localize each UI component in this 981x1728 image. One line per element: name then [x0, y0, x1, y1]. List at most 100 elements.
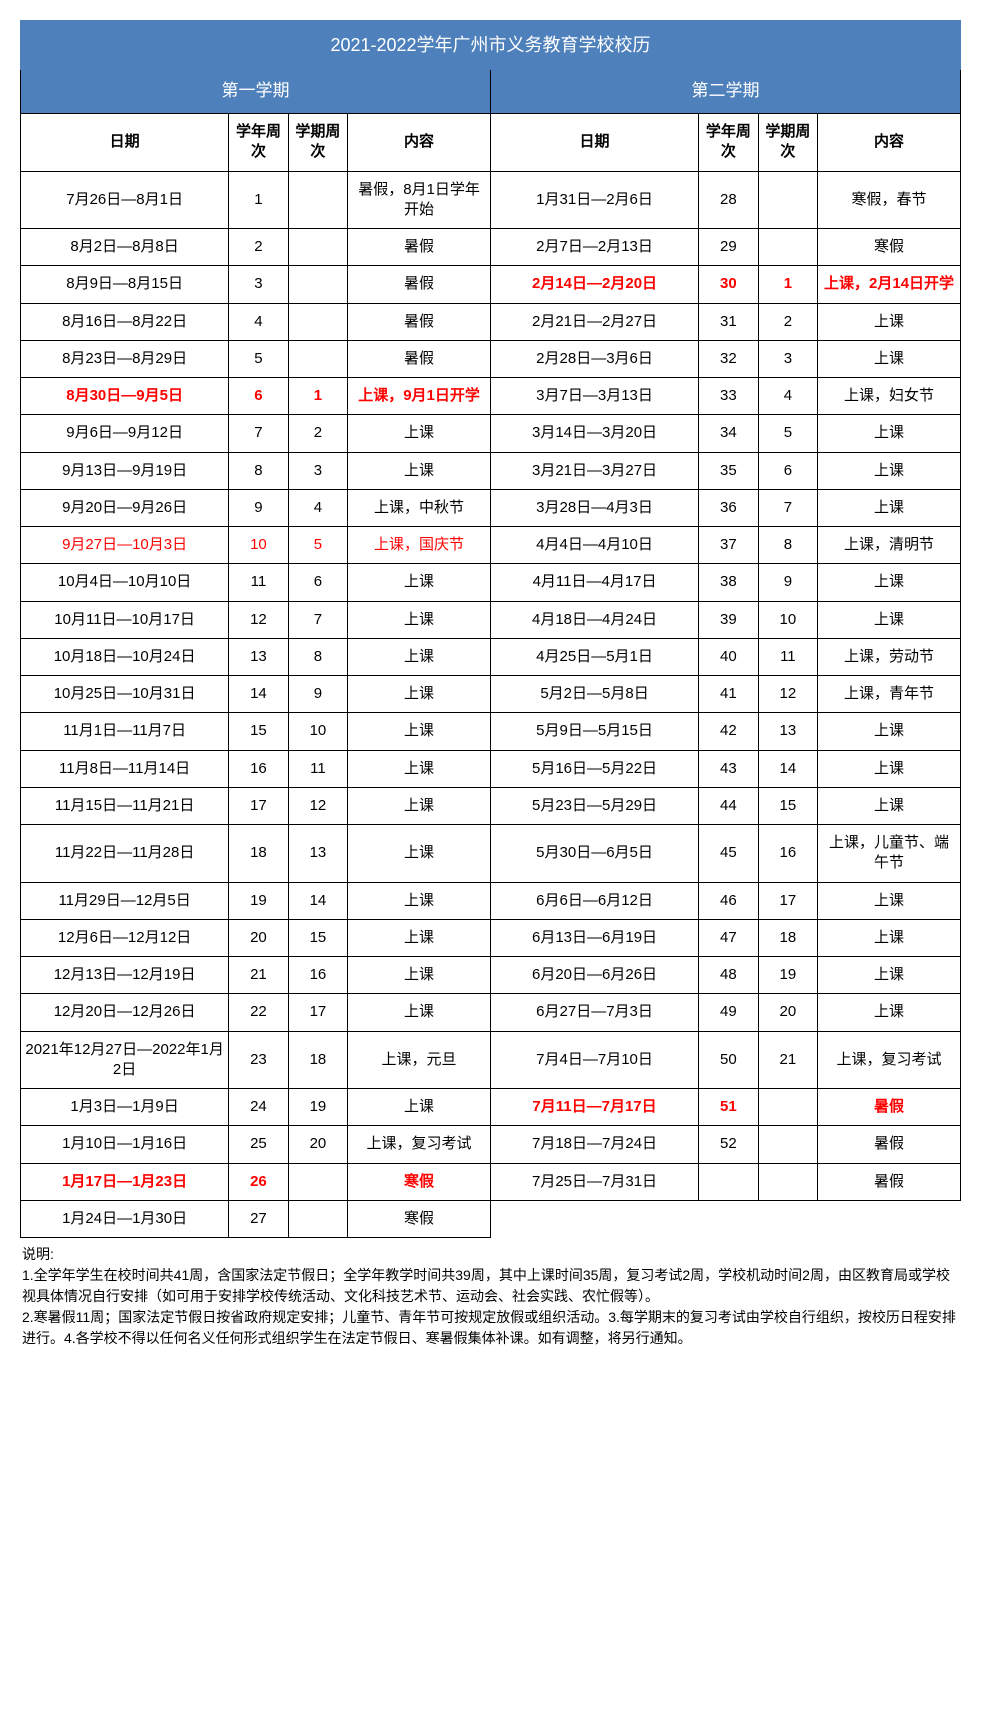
content-cell: 上课 [348, 787, 491, 824]
date-cell: 3月21日—3月27日 [490, 452, 698, 489]
content-cell: 寒假 [348, 1163, 491, 1200]
content-cell: 上课 [818, 787, 961, 824]
year-week-cell: 18 [229, 825, 288, 883]
content-cell: 暑假 [818, 1163, 961, 1200]
sem-week-cell: 20 [758, 994, 817, 1031]
year-week-cell: 32 [699, 340, 758, 377]
content-cell: 上课 [818, 303, 961, 340]
year-week-cell: 2 [229, 229, 288, 266]
year-week-cell: 24 [229, 1089, 288, 1126]
content-cell: 上课 [818, 601, 961, 638]
sem-week-cell: 12 [758, 676, 817, 713]
sem-week-cell: 6 [758, 452, 817, 489]
content-cell: 寒假 [348, 1200, 491, 1237]
content-cell: 寒假，春节 [818, 171, 961, 229]
date-cell: 11月1日—11月7日 [21, 713, 229, 750]
content-cell: 上课 [348, 882, 491, 919]
date-cell: 9月13日—9月19日 [21, 452, 229, 489]
content-cell: 上课，复习考试 [818, 1031, 961, 1089]
semester-1-header: 第一学期 [21, 70, 491, 114]
content-cell: 上课 [818, 919, 961, 956]
year-week-cell: 21 [229, 957, 288, 994]
year-week-cell: 15 [229, 713, 288, 750]
table-row: 9月27日—10月3日105上课，国庆节4月4日—4月10日378上课，清明节 [21, 527, 961, 564]
content-cell: 上课，9月1日开学 [348, 378, 491, 415]
year-week-cell: 23 [229, 1031, 288, 1089]
sem-week-cell [758, 1126, 817, 1163]
date-cell: 1月10日—1月16日 [21, 1126, 229, 1163]
year-week-cell: 1 [229, 171, 288, 229]
year-week-cell: 16 [229, 750, 288, 787]
sem-week-cell: 16 [288, 957, 347, 994]
date-cell: 5月9日—5月15日 [490, 713, 698, 750]
sem-week-cell: 11 [758, 638, 817, 675]
sem-week-cell: 16 [758, 825, 817, 883]
date-cell: 5月2日—5月8日 [490, 676, 698, 713]
col-date-1: 日期 [21, 114, 229, 172]
col-date-2: 日期 [490, 114, 698, 172]
sem-week-cell [288, 266, 347, 303]
year-week-cell: 48 [699, 957, 758, 994]
date-cell: 8月30日—9月5日 [21, 378, 229, 415]
date-cell: 8月23日—8月29日 [21, 340, 229, 377]
sem-week-cell [758, 229, 817, 266]
table-row: 10月25日—10月31日149上课5月2日—5月8日4112上课，青年节 [21, 676, 961, 713]
sem-week-cell: 15 [288, 919, 347, 956]
year-week-cell: 43 [699, 750, 758, 787]
sem-week-cell: 8 [758, 527, 817, 564]
sem-week-cell: 9 [758, 564, 817, 601]
year-week-cell: 25 [229, 1126, 288, 1163]
date-cell: 9月6日—9月12日 [21, 415, 229, 452]
table-row: 9月13日—9月19日83上课3月21日—3月27日356上课 [21, 452, 961, 489]
table-row: 11月1日—11月7日1510上课5月9日—5月15日4213上课 [21, 713, 961, 750]
empty-cell [758, 1200, 817, 1237]
sem-week-cell [288, 1163, 347, 1200]
sem-week-cell: 2 [288, 415, 347, 452]
date-cell: 11月22日—11月28日 [21, 825, 229, 883]
table-row: 1月3日—1月9日2419上课7月11日—7月17日51暑假 [21, 1089, 961, 1126]
date-cell: 7月26日—8月1日 [21, 171, 229, 229]
sem-week-cell: 3 [758, 340, 817, 377]
year-week-cell: 30 [699, 266, 758, 303]
year-week-cell: 51 [699, 1089, 758, 1126]
content-cell: 上课 [348, 564, 491, 601]
year-week-cell: 33 [699, 378, 758, 415]
content-cell: 上课 [818, 489, 961, 526]
table-row: 2021年12月27日—2022年1月2日2318上课，元旦7月4日—7月10日… [21, 1031, 961, 1089]
table-row: 8月23日—8月29日5暑假2月28日—3月6日323上课 [21, 340, 961, 377]
date-cell: 2月21日—2月27日 [490, 303, 698, 340]
table-row: 1月10日—1月16日2520上课，复习考试7月18日—7月24日52暑假 [21, 1126, 961, 1163]
date-cell: 12月13日—12月19日 [21, 957, 229, 994]
date-cell: 7月11日—7月17日 [490, 1089, 698, 1126]
sem-week-cell: 4 [758, 378, 817, 415]
year-week-cell: 19 [229, 882, 288, 919]
sem-week-cell: 18 [288, 1031, 347, 1089]
sem-week-cell: 8 [288, 638, 347, 675]
content-cell: 上课 [818, 415, 961, 452]
date-cell: 4月25日—5月1日 [490, 638, 698, 675]
content-cell: 上课 [818, 882, 961, 919]
col-content-1: 内容 [348, 114, 491, 172]
year-week-cell: 12 [229, 601, 288, 638]
table-row: 11月22日—11月28日1813上课5月30日—6月5日4516上课，儿童节、… [21, 825, 961, 883]
date-cell: 1月31日—2月6日 [490, 171, 698, 229]
content-cell: 上课，复习考试 [348, 1126, 491, 1163]
year-week-cell: 26 [229, 1163, 288, 1200]
date-cell: 12月20日—12月26日 [21, 994, 229, 1031]
year-week-cell: 49 [699, 994, 758, 1031]
date-cell: 2月14日—2月20日 [490, 266, 698, 303]
date-cell: 6月27日—7月3日 [490, 994, 698, 1031]
year-week-cell: 34 [699, 415, 758, 452]
notes-title: 说明: [22, 1244, 959, 1265]
table-row: 11月29日—12月5日1914上课6月6日—6月12日4617上课 [21, 882, 961, 919]
sem-week-cell: 5 [288, 527, 347, 564]
table-row: 7月26日—8月1日1暑假，8月1日学年开始1月31日—2月6日28寒假，春节 [21, 171, 961, 229]
table-row: 9月6日—9月12日72上课3月14日—3月20日345上课 [21, 415, 961, 452]
year-week-cell: 4 [229, 303, 288, 340]
sem-week-cell: 14 [288, 882, 347, 919]
year-week-cell: 17 [229, 787, 288, 824]
content-cell: 上课，2月14日开学 [818, 266, 961, 303]
year-week-cell: 46 [699, 882, 758, 919]
date-cell: 3月14日—3月20日 [490, 415, 698, 452]
content-cell: 上课 [818, 957, 961, 994]
